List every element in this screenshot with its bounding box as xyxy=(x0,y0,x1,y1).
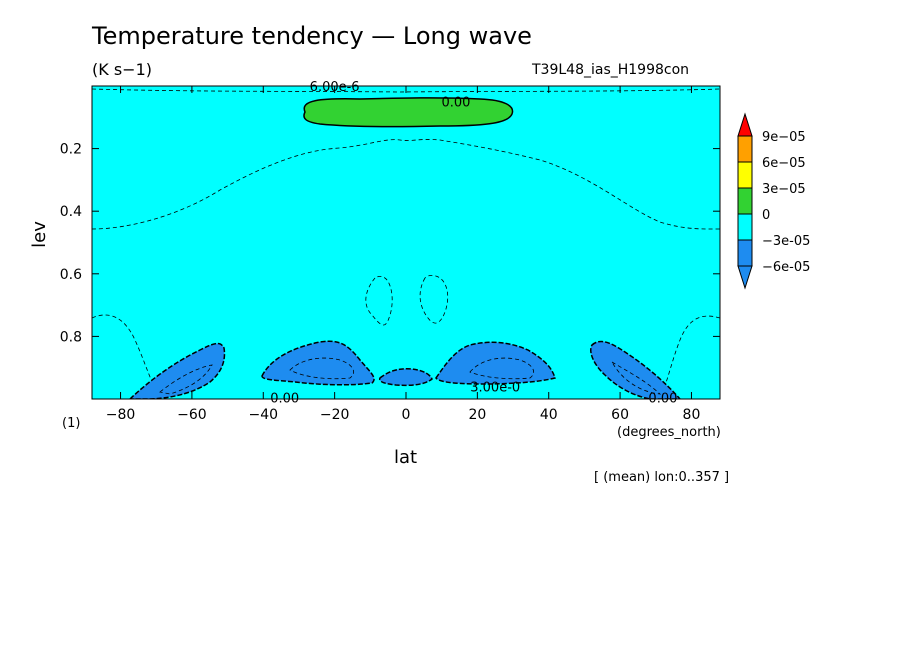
colorbar-label: 9e−05 xyxy=(762,130,806,145)
colorbar-box xyxy=(737,239,753,267)
colorbar-box xyxy=(737,135,753,163)
colorbar-label: −6e-05 xyxy=(762,260,810,275)
colorbar-label: 6e−05 xyxy=(762,156,806,171)
contour-line xyxy=(365,275,393,326)
contour-label: 0.00 xyxy=(270,391,299,406)
y-tick-label: 0.2 xyxy=(60,142,82,158)
contour-layer xyxy=(92,88,720,399)
negative-region xyxy=(261,340,375,386)
negative-region xyxy=(378,368,433,387)
negative-region xyxy=(435,341,556,385)
contour-line xyxy=(92,139,720,230)
x-tick-label: 20 xyxy=(468,407,486,423)
scale-factor: (1) xyxy=(62,416,81,431)
colorbar-label: −3e-05 xyxy=(762,234,810,249)
units-label: (K s−1) xyxy=(92,60,152,79)
contour-line xyxy=(469,357,534,380)
contour-label: 3.00e-0 xyxy=(470,380,520,395)
dataset-label: T39L48_ias_H1998con xyxy=(532,62,690,78)
x-tick-label: −80 xyxy=(106,407,136,423)
x-tick-label: −60 xyxy=(177,407,207,423)
y-tick-label: 0.8 xyxy=(60,329,82,345)
negative-region xyxy=(128,342,226,399)
x-axis-unit: (degrees_north) xyxy=(617,425,721,440)
y-axis: 0.2 0.4 0.6 0.8 xyxy=(60,142,720,345)
colorbar-box xyxy=(737,213,753,241)
x-tick-label: 0 xyxy=(402,407,411,423)
contour-label: 0.00 xyxy=(648,391,677,406)
y-tick-label: 0.4 xyxy=(60,204,82,220)
footer-note: [ (mean) lon:0..357 ] xyxy=(594,470,730,485)
negative-region xyxy=(590,340,682,399)
colorbar-box xyxy=(737,187,753,215)
x-tick-label: 40 xyxy=(540,407,558,423)
x-tick-label: 60 xyxy=(611,407,629,423)
colorbar-bottom-arrow xyxy=(737,265,753,290)
contour-line xyxy=(289,357,354,380)
contour-line xyxy=(610,360,662,395)
contour-line xyxy=(419,274,449,324)
positive-region xyxy=(303,97,514,128)
contour-line xyxy=(659,315,720,399)
x-axis-label: lat xyxy=(394,447,418,468)
colorbar-box xyxy=(737,161,753,189)
colorbar: 9e−05 6e−05 3e−05 0 −3e-05 −6e-05 xyxy=(737,112,810,290)
contour-line xyxy=(159,364,213,395)
x-tick-label: 80 xyxy=(683,407,701,423)
colorbar-label: 0 xyxy=(762,208,770,223)
x-tick-label: −40 xyxy=(248,407,278,423)
x-axis: −80 −60 −40 −20 0 20 40 60 80 xyxy=(106,86,701,423)
x-tick-label: −20 xyxy=(320,407,350,423)
chart-title: Temperature tendency — Long wave xyxy=(92,22,532,50)
colorbar-label: 3e−05 xyxy=(762,182,806,197)
colorbar-top-arrow xyxy=(737,112,753,137)
contour-label: 0.00 xyxy=(441,96,470,111)
y-tick-label: 0.6 xyxy=(60,267,82,283)
